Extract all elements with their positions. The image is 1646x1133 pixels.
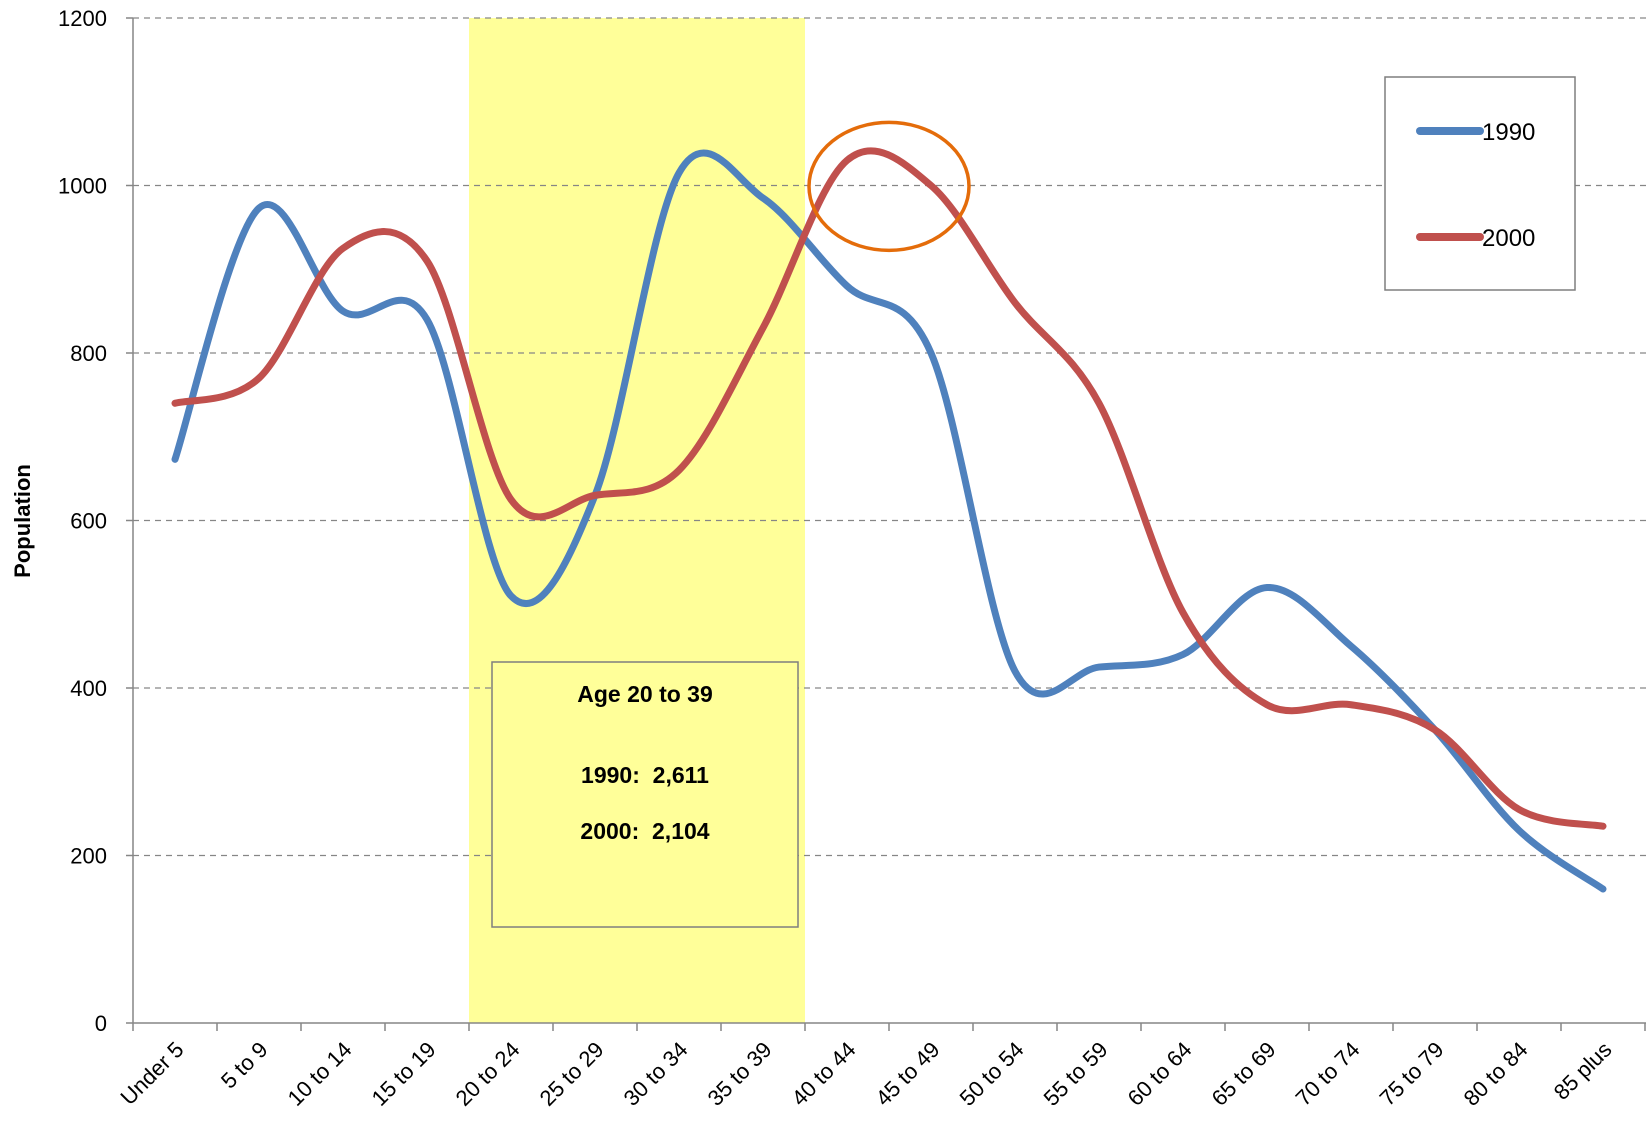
legend-frame bbox=[1384, 76, 1576, 291]
x-tick-label: 55 to 59 bbox=[1039, 1037, 1113, 1111]
y-tick-label: 1200 bbox=[58, 6, 107, 31]
x-tick-label: 50 to 54 bbox=[955, 1037, 1029, 1111]
annotation-box: Age 20 to 39 1990: 2,611 2000: 2,104 bbox=[491, 661, 799, 928]
annotation-line-2000: 2000: 2,104 bbox=[580, 818, 709, 844]
annotation-line-1990: 1990: 2,611 bbox=[581, 762, 709, 788]
annotation-box-frame bbox=[491, 661, 799, 928]
legend: 1990 2000 bbox=[1384, 76, 1576, 291]
y-tick-label: 1000 bbox=[58, 174, 107, 199]
y-tick-label: 600 bbox=[70, 509, 107, 534]
y-axis-title: Population bbox=[10, 464, 35, 578]
x-tick-label: Under 5 bbox=[116, 1037, 189, 1110]
x-tick-label: 5 to 9 bbox=[216, 1037, 273, 1094]
y-tick-label: 400 bbox=[70, 676, 107, 701]
series-line-2000 bbox=[171, 147, 1607, 830]
x-tick-label: 25 to 29 bbox=[535, 1037, 609, 1111]
x-tick-label: 40 to 44 bbox=[787, 1037, 861, 1111]
x-tick-label: 65 to 69 bbox=[1207, 1037, 1281, 1111]
legend-label-2000: 2000 bbox=[1482, 225, 1535, 252]
legend-label-1990: 1990 bbox=[1482, 119, 1535, 146]
x-tick-label: 85 plus bbox=[1549, 1037, 1617, 1105]
x-tick-label: 45 to 49 bbox=[871, 1037, 945, 1111]
x-tick-label: 60 to 64 bbox=[1123, 1037, 1197, 1111]
y-tick-label: 800 bbox=[70, 341, 107, 366]
y-tick-label: 200 bbox=[70, 844, 107, 869]
series-line-1990 bbox=[171, 149, 1607, 893]
x-tick-label: 15 to 19 bbox=[367, 1037, 441, 1111]
x-tick-label: 20 to 24 bbox=[451, 1037, 525, 1111]
y-tick-label: 0 bbox=[95, 1011, 107, 1036]
x-tick-label: 10 to 14 bbox=[283, 1037, 357, 1111]
annotation-title: Age 20 to 39 bbox=[577, 681, 713, 707]
x-tick-label: 80 to 84 bbox=[1459, 1037, 1533, 1111]
peak-highlight-circle bbox=[807, 120, 971, 253]
x-tick-label: 35 to 39 bbox=[703, 1037, 777, 1111]
x-tick-label: 30 to 34 bbox=[619, 1037, 693, 1111]
x-tick-label: 75 to 79 bbox=[1375, 1037, 1449, 1111]
x-tick-label: 70 to 74 bbox=[1291, 1037, 1365, 1111]
